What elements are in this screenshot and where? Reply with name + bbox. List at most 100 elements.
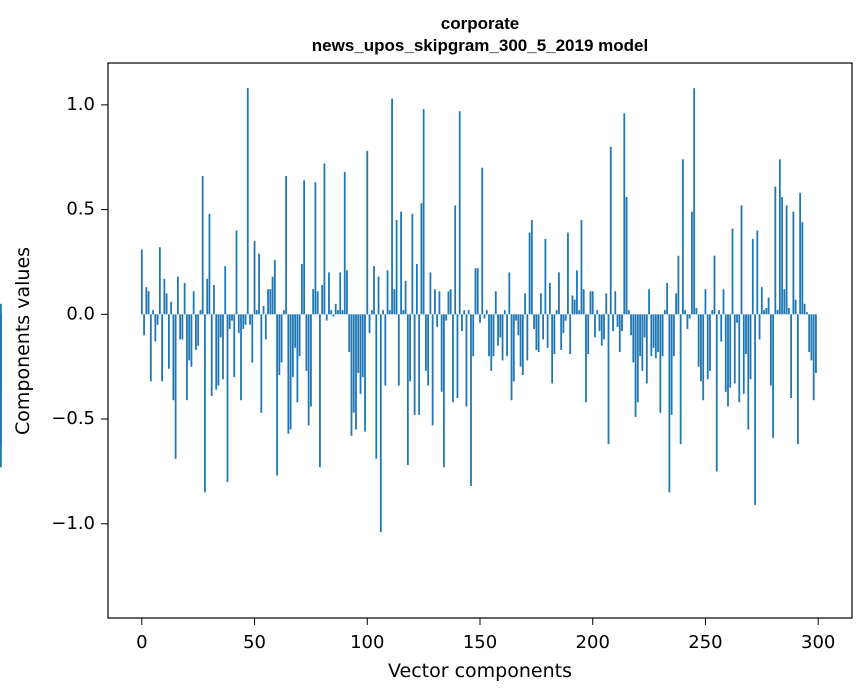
bar bbox=[711, 310, 714, 315]
bar bbox=[449, 289, 452, 315]
bar bbox=[479, 314, 481, 323]
bar bbox=[621, 314, 623, 332]
bar bbox=[156, 314, 159, 325]
bar bbox=[738, 314, 741, 403]
bar bbox=[774, 186, 777, 315]
bar bbox=[609, 146, 612, 315]
bar bbox=[219, 314, 222, 338]
bar bbox=[806, 312, 808, 315]
bar bbox=[548, 282, 551, 315]
bar bbox=[693, 88, 696, 315]
bar bbox=[476, 268, 479, 315]
bar bbox=[535, 314, 538, 350]
bar bbox=[172, 314, 175, 401]
bar bbox=[334, 303, 337, 315]
bar bbox=[801, 222, 804, 315]
bar bbox=[663, 310, 666, 315]
bar bbox=[413, 314, 416, 415]
bar bbox=[337, 310, 339, 315]
bar bbox=[348, 314, 351, 353]
bar bbox=[186, 314, 188, 401]
bar bbox=[630, 314, 632, 336]
bar bbox=[569, 314, 572, 355]
bar bbox=[670, 314, 673, 415]
bar bbox=[672, 314, 675, 357]
bar bbox=[467, 310, 470, 315]
bar bbox=[652, 314, 655, 348]
bar bbox=[434, 289, 436, 315]
bar bbox=[648, 289, 650, 315]
bar bbox=[246, 88, 249, 315]
bar bbox=[235, 230, 238, 315]
bar bbox=[517, 314, 520, 336]
bar bbox=[350, 314, 353, 436]
bar bbox=[702, 314, 705, 401]
bar bbox=[530, 220, 533, 315]
bar bbox=[603, 314, 605, 340]
bar bbox=[727, 314, 729, 407]
bar bbox=[796, 314, 799, 445]
bar bbox=[760, 287, 763, 315]
bar bbox=[682, 159, 684, 315]
bar bbox=[210, 314, 213, 396]
bar bbox=[170, 301, 173, 315]
bar bbox=[585, 314, 587, 403]
bar bbox=[555, 310, 558, 315]
bar bbox=[632, 314, 635, 363]
bar bbox=[249, 314, 251, 325]
bar bbox=[803, 303, 806, 315]
bar bbox=[341, 310, 344, 315]
bar bbox=[627, 310, 630, 315]
bar bbox=[149, 314, 152, 382]
bar bbox=[785, 205, 788, 315]
bar bbox=[465, 314, 468, 407]
bar bbox=[242, 314, 245, 329]
bar bbox=[436, 314, 439, 327]
bar bbox=[296, 314, 299, 403]
bar bbox=[382, 310, 384, 315]
bar bbox=[679, 314, 682, 445]
bar bbox=[226, 314, 229, 482]
bar bbox=[521, 314, 524, 376]
bar bbox=[370, 310, 373, 315]
bar bbox=[553, 314, 556, 355]
bar bbox=[668, 314, 671, 493]
y-ticks: −1.0 −0.5 0.0 0.5 1.0 bbox=[51, 94, 108, 534]
bar bbox=[661, 314, 664, 357]
bar bbox=[612, 314, 614, 332]
bar bbox=[751, 238, 754, 315]
bar bbox=[388, 310, 391, 315]
bar bbox=[217, 314, 220, 386]
bar bbox=[147, 291, 150, 315]
bar bbox=[438, 291, 441, 315]
bar bbox=[494, 291, 497, 315]
bar bbox=[359, 314, 362, 394]
bar bbox=[192, 291, 195, 315]
bar bbox=[558, 272, 560, 315]
bar bbox=[233, 314, 236, 378]
bar bbox=[778, 159, 781, 315]
bar bbox=[506, 314, 508, 357]
bar bbox=[618, 314, 621, 353]
bar bbox=[429, 272, 432, 315]
chart-title-line-2: news_upos_skipgram_300_5_2019 model bbox=[312, 36, 648, 55]
bar bbox=[445, 314, 448, 321]
bar bbox=[600, 314, 603, 346]
bar bbox=[675, 293, 678, 315]
bar bbox=[201, 176, 204, 315]
bar bbox=[291, 314, 294, 378]
bar bbox=[440, 314, 443, 392]
bar bbox=[634, 314, 637, 417]
bar bbox=[657, 314, 660, 353]
bar bbox=[772, 314, 774, 438]
bar bbox=[373, 266, 375, 315]
bar bbox=[280, 314, 283, 363]
bar bbox=[352, 314, 355, 413]
bar bbox=[546, 314, 549, 348]
bar bbox=[492, 314, 495, 357]
bar bbox=[397, 314, 400, 386]
bar bbox=[580, 220, 583, 315]
bar bbox=[474, 268, 477, 315]
bar bbox=[224, 266, 227, 315]
bar bbox=[765, 308, 768, 315]
